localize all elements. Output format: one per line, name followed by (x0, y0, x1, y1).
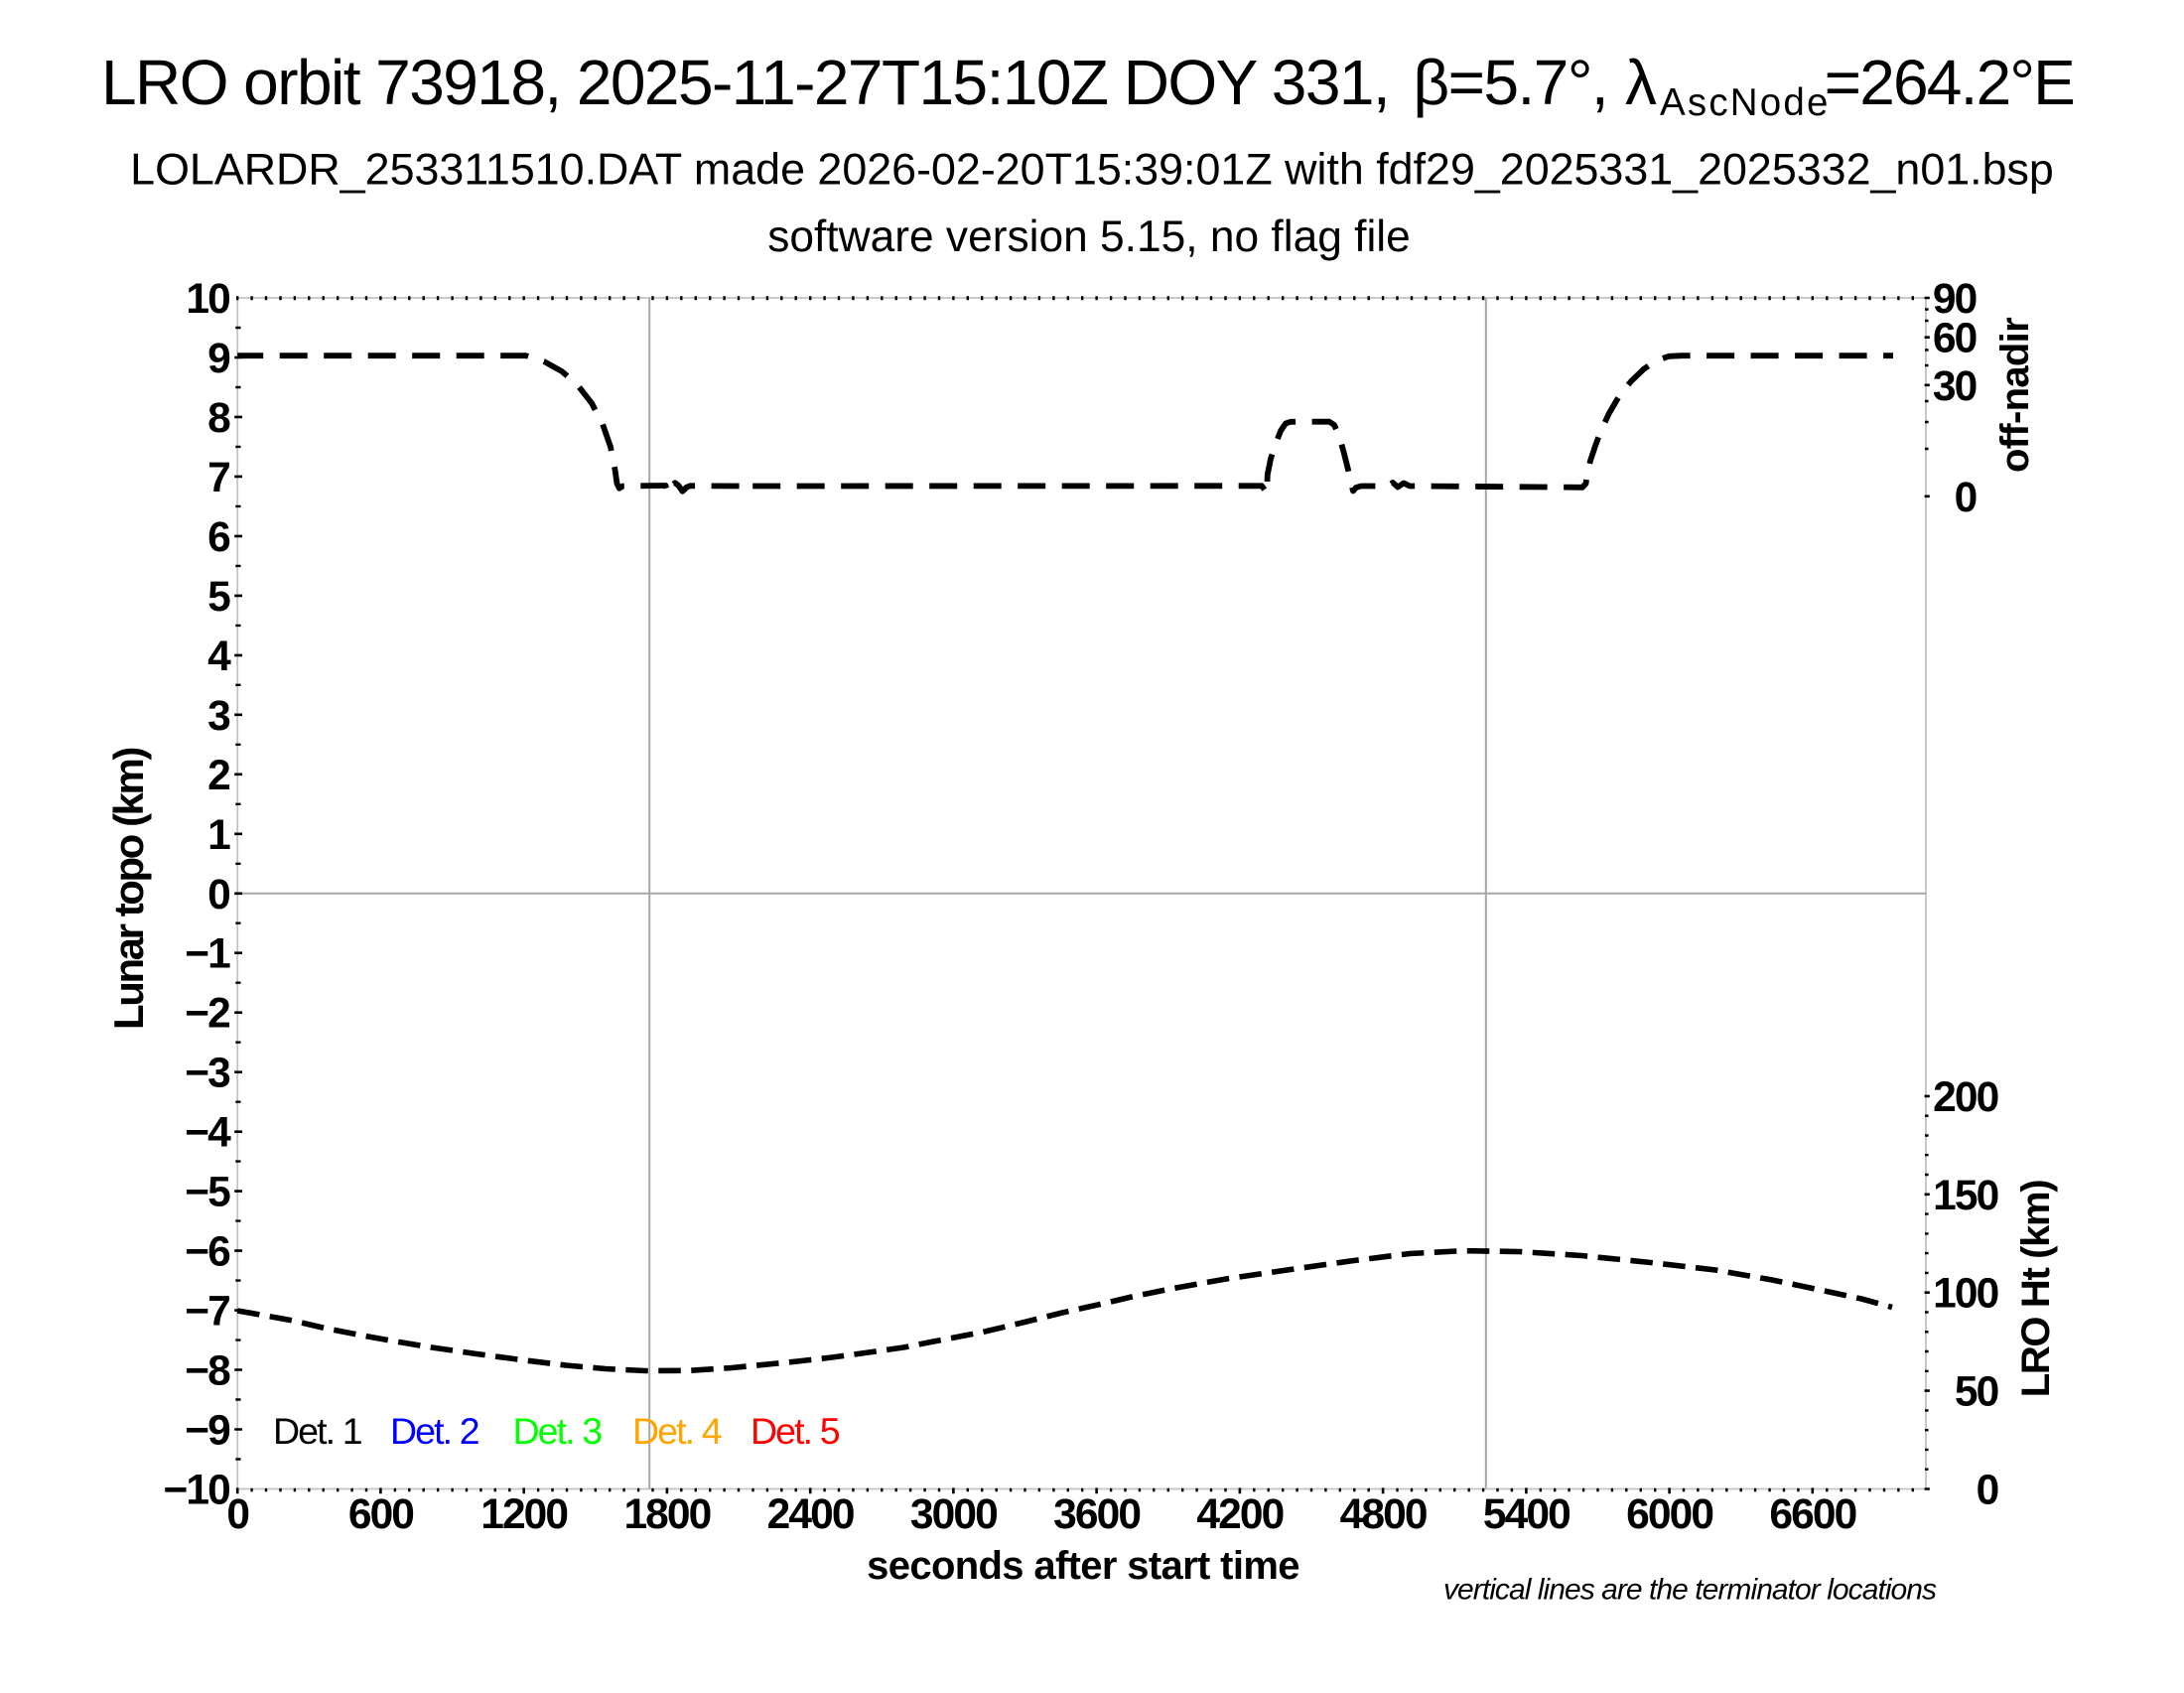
svg-text:Det. 1: Det. 1 (273, 1410, 362, 1452)
svg-text:50: 50 (1955, 1369, 1998, 1416)
svg-text:−9: −9 (185, 1408, 230, 1455)
svg-text:150: 150 (1933, 1173, 1997, 1219)
svg-text:LOLARDR_253311510.DAT made 202: LOLARDR_253311510.DAT made 2026-02-20T15… (130, 145, 2054, 195)
svg-text:seconds after start time: seconds after start time (867, 1544, 1299, 1588)
svg-text:3600: 3600 (1053, 1491, 1140, 1538)
svg-text:Det. 2: Det. 2 (390, 1410, 478, 1452)
svg-text:0: 0 (1955, 475, 1977, 521)
svg-text:4200: 4200 (1196, 1491, 1283, 1538)
svg-text:Det. 5: Det. 5 (751, 1410, 840, 1452)
svg-text:1800: 1800 (623, 1491, 710, 1538)
svg-text:LRO orbit 73918, 2025-11-27T15: LRO orbit 73918, 2025-11-27T15:10Z DOY 3… (101, 47, 1607, 118)
svg-text:8: 8 (207, 395, 230, 442)
svg-text:10: 10 (186, 276, 229, 323)
svg-text:3: 3 (207, 693, 230, 740)
svg-text:5400: 5400 (1483, 1491, 1570, 1538)
svg-text:Lunar topo (km): Lunar topo (km) (105, 749, 152, 1030)
svg-text:90: 90 (1933, 276, 1977, 323)
svg-text:30: 30 (1933, 363, 1977, 410)
svg-text:4: 4 (207, 634, 231, 680)
svg-text:0: 0 (207, 872, 229, 918)
svg-text:3000: 3000 (910, 1491, 997, 1538)
svg-text:60: 60 (1933, 316, 1977, 362)
svg-text:−3: −3 (185, 1051, 230, 1097)
svg-text:software version 5.15, no flag: software version 5.15, no flag file (767, 212, 1411, 261)
svg-text:1: 1 (207, 812, 230, 859)
svg-text:7: 7 (207, 455, 229, 501)
svg-text:2: 2 (207, 753, 229, 799)
svg-text:−5: −5 (185, 1170, 230, 1216)
svg-text:4800: 4800 (1340, 1491, 1427, 1538)
svg-text:LRO Ht (km): LRO Ht (km) (2014, 1181, 2058, 1398)
svg-text:−4: −4 (185, 1110, 231, 1157)
svg-text:−6: −6 (185, 1229, 230, 1276)
svg-text:200: 200 (1933, 1074, 1997, 1121)
svg-text:−10: −10 (163, 1468, 229, 1514)
svg-text:Det. 3: Det. 3 (513, 1410, 603, 1452)
svg-text:100: 100 (1933, 1271, 1997, 1318)
svg-text:off-nadir: off-nadir (1993, 318, 2037, 473)
svg-text:−7: −7 (185, 1289, 229, 1336)
svg-text:−8: −8 (185, 1348, 230, 1395)
svg-text:9: 9 (207, 336, 230, 382)
svg-text:600: 600 (348, 1491, 413, 1538)
svg-text:vertical lines are the termina: vertical lines are the terminator locati… (1443, 1574, 1937, 1607)
svg-text:0: 0 (226, 1491, 248, 1538)
svg-text:Det. 4: Det. 4 (632, 1410, 722, 1452)
svg-text:−2: −2 (185, 991, 229, 1038)
svg-text:6600: 6600 (1769, 1491, 1855, 1538)
svg-text:−1: −1 (185, 931, 230, 978)
svg-text:6000: 6000 (1626, 1491, 1712, 1538)
svg-text:1200: 1200 (480, 1491, 567, 1538)
svg-text:6: 6 (207, 514, 230, 561)
svg-text:0: 0 (1977, 1468, 1998, 1514)
svg-text:5: 5 (207, 574, 230, 621)
svg-text:2400: 2400 (767, 1491, 854, 1538)
